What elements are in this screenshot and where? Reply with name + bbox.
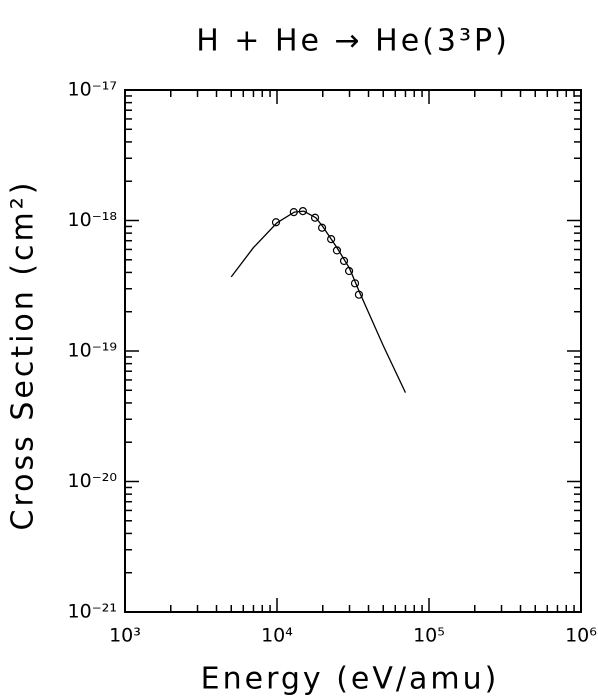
data-point xyxy=(289,207,298,217)
data-point xyxy=(344,266,354,276)
data-point xyxy=(327,235,336,244)
x-tick-label: 10⁵ xyxy=(413,625,445,647)
data-point xyxy=(350,279,360,288)
plot-frame xyxy=(124,89,582,613)
y-axis-label: Cross Section (cm²) xyxy=(6,180,41,531)
data-line xyxy=(230,210,407,393)
chart-title: H + He → He(3³P) xyxy=(196,24,510,59)
data-point xyxy=(298,207,307,216)
y-tick-label: 10⁻¹⁹ xyxy=(68,340,117,362)
data-point xyxy=(354,290,364,299)
y-tick-label: 10⁻¹⁷ xyxy=(68,79,117,101)
data-point xyxy=(310,213,320,222)
x-tick-label: 10³ xyxy=(109,625,141,647)
data-point xyxy=(317,223,327,232)
data-point xyxy=(332,246,342,255)
x-axis-label: Energy (eV/amu) xyxy=(201,662,500,696)
data-point xyxy=(271,218,281,227)
x-tick-label: 10⁴ xyxy=(261,625,293,647)
y-tick-label: 10⁻²⁰ xyxy=(68,470,117,492)
x-tick-label: 10⁶ xyxy=(565,625,597,647)
y-tick-label: 10⁻¹⁸ xyxy=(68,209,117,231)
y-tick-label: 10⁻²¹ xyxy=(68,601,117,623)
data-point xyxy=(339,256,349,266)
